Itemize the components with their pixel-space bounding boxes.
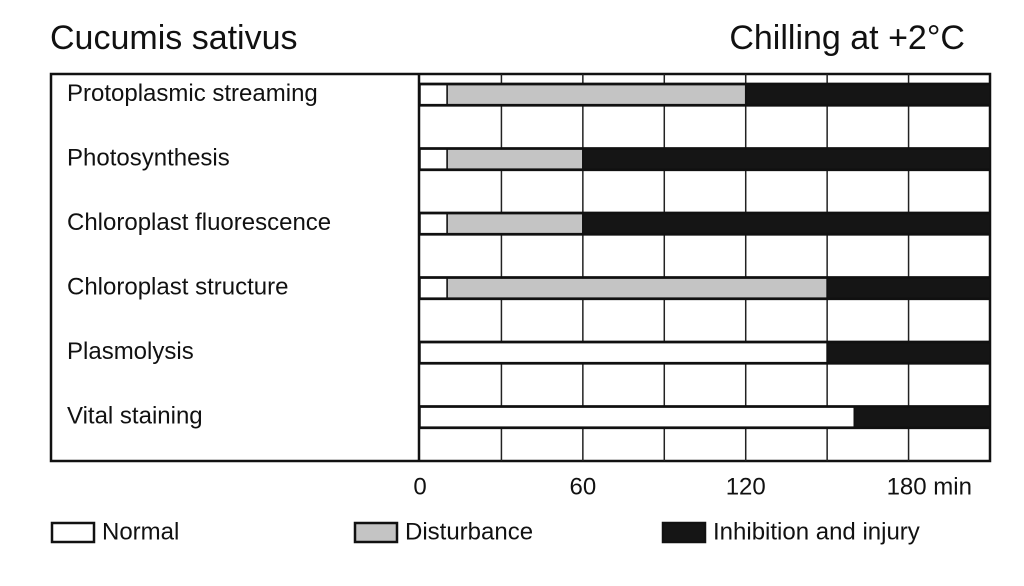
bar-segment: [419, 83, 448, 106]
bar-segment: [826, 341, 991, 364]
legend-swatch: [661, 521, 707, 544]
legend-label: Normal: [102, 518, 179, 545]
category-label: Protoplasmic streaming: [67, 80, 318, 107]
x-tick-label: 60: [570, 473, 597, 500]
legend-swatch: [50, 521, 96, 544]
chart-subtitle: Chilling at +2°C: [729, 19, 965, 57]
category-label: Photosynthesis: [67, 144, 230, 171]
category-label: Chloroplast fluorescence: [67, 209, 331, 236]
legend-swatch: [353, 521, 399, 544]
bar-segment: [419, 148, 448, 170]
bar-segment: [419, 277, 448, 299]
frame: [49, 72, 992, 463]
bar-segment: [419, 341, 828, 364]
bar-segment: [853, 406, 991, 428]
legend-label: Inhibition and injury: [713, 518, 920, 545]
category-label: Vital staining: [67, 402, 203, 429]
legend-label: Disturbance: [405, 518, 533, 545]
bar-segment: [582, 148, 991, 170]
category-label: Plasmolysis: [67, 338, 194, 365]
bar-segment: [419, 212, 448, 235]
bar-segment: [446, 277, 828, 299]
x-tick-label: 180 min: [887, 473, 972, 500]
bar-segment: [419, 406, 856, 428]
bar-segment: [446, 83, 747, 106]
bar-segment: [744, 83, 991, 106]
chart-title: Cucumis sativus: [50, 19, 298, 57]
bar-segment: [446, 212, 584, 235]
category-label: Chloroplast structure: [67, 273, 288, 300]
bar-segment: [826, 277, 991, 299]
x-tick-label: 120: [726, 473, 766, 500]
bar-segment: [446, 148, 584, 170]
bar-segment: [582, 212, 991, 235]
x-tick-label: 0: [413, 473, 426, 500]
